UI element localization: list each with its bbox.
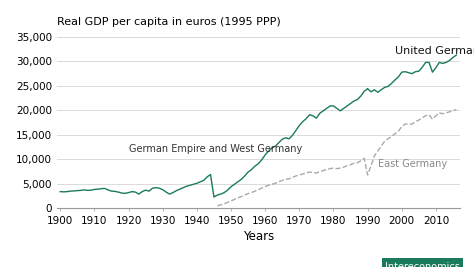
X-axis label: Years: Years	[243, 230, 274, 243]
Text: Intereconomics: Intereconomics	[385, 262, 460, 267]
Text: United Germany: United Germany	[395, 46, 474, 56]
Text: German Empire and West Germany: German Empire and West Germany	[128, 144, 302, 154]
Text: Real GDP per capita in euros (1995 PPP): Real GDP per capita in euros (1995 PPP)	[57, 17, 281, 27]
Text: East Germany: East Germany	[378, 159, 447, 169]
